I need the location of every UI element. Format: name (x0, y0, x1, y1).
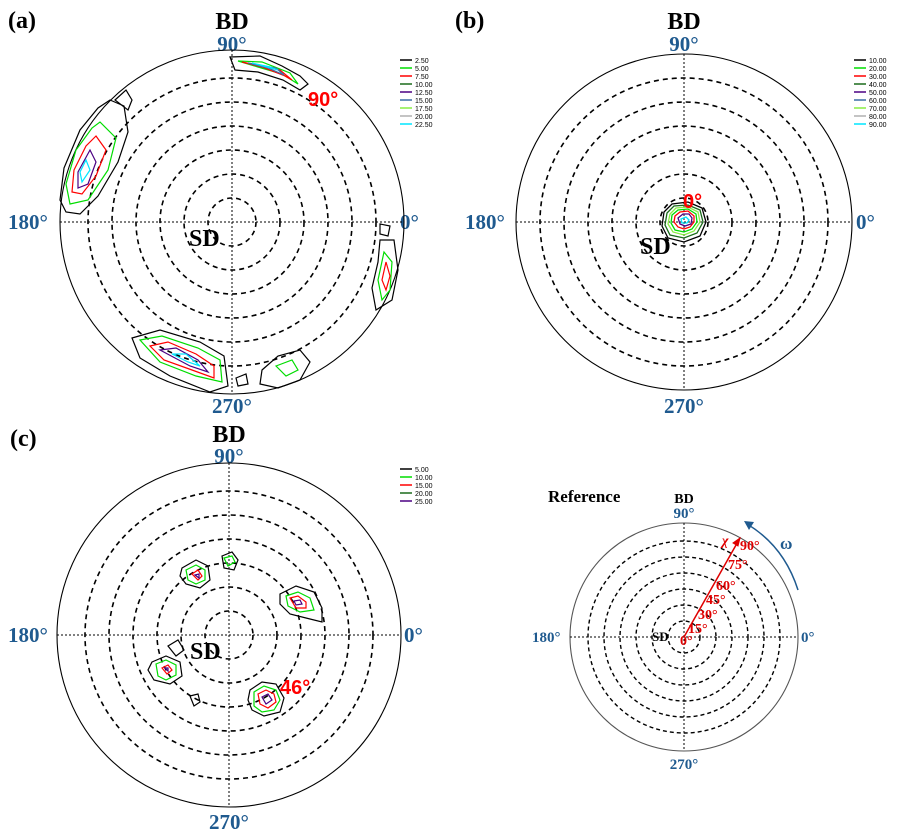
panel-a-legend: 2.50 5.00 7.50 10.00 12.50 15.00 17.50 2… (400, 58, 433, 129)
panel-b-legend-entry: 60.00 (869, 98, 887, 105)
panel-a-legend-entry: 22.50 (415, 122, 433, 129)
panel-a-legend-entry: 17.50 (415, 106, 433, 113)
reference-tilt-label: 15° (688, 622, 708, 637)
chi-symbol: χ (720, 534, 729, 549)
panel-a-angle-annotation: 90° (308, 89, 338, 111)
panel-c: (c) BD 90° 180° 0° 270° (8, 422, 433, 834)
panel-b-sd-label: SD (640, 234, 671, 260)
reference-tilt-label: 75° (728, 558, 748, 573)
panel-c-legend-entry: 25.00 (415, 499, 433, 506)
reference-tilt-label: 45° (706, 593, 726, 608)
panel-c-legend-entry: 5.00 (415, 467, 429, 474)
chi-arrow (683, 536, 741, 638)
panel-b-legend-entry: 40.00 (869, 82, 887, 89)
panel-a-bd-label: BD (215, 9, 248, 35)
panel-b-angle-annotation: 0° (683, 191, 702, 213)
panel-c-angle-0: 0° (404, 623, 423, 647)
panel-c-angle-annotation: 46° (280, 677, 310, 699)
panel-b-legend: 10.00 20.00 30.00 40.00 50.00 60.00 70.0… (854, 58, 887, 129)
panel-b-legend-entry: 70.00 (869, 106, 887, 113)
reference-sd-label: SD (652, 629, 669, 644)
panel-a-contours (59, 55, 399, 393)
panel-b-legend-entry: 20.00 (869, 66, 887, 73)
panel-c-contours (147, 551, 323, 717)
panel-c-legend: 5.00 10.00 15.00 20.00 25.00 (400, 467, 433, 506)
panel-c-legend-entry: 10.00 (415, 475, 433, 482)
reference-tilt-label: 90° (740, 539, 760, 554)
reference-tilt-label: 60° (716, 579, 736, 594)
panel-c-angle-180: 180° (8, 623, 48, 647)
panel-c-bd-label: BD (212, 422, 245, 448)
panel-b: (b) BD 90° 180° 0° 270° SD 0° (455, 8, 887, 418)
panel-a-legend-entry: 2.50 (415, 58, 429, 65)
panel-c-letter: (c) (10, 426, 37, 452)
panel-a: (a) BD 90° 180° 0° 270° (8, 8, 433, 418)
panel-b-legend-entry: 10.00 (869, 58, 887, 65)
panel-b-legend-entry: 80.00 (869, 114, 887, 121)
panel-b-letter: (b) (455, 8, 484, 34)
panel-a-legend-entry: 7.50 (415, 74, 429, 81)
reference-panel: Reference BD 90° 180° 0° 270° χ 0° 15° 3… (532, 487, 815, 773)
omega-arrow (744, 521, 799, 591)
panel-c-crosshair (57, 463, 401, 807)
panel-b-angle-90: 90° (669, 32, 698, 56)
panel-b-bd-label: BD (667, 9, 700, 35)
panel-a-crosshair (60, 50, 404, 394)
panel-a-legend-entry: 20.00 (415, 114, 433, 121)
panel-b-legend-entry: 90.00 (869, 122, 887, 129)
panel-a-sd-label: SD (189, 226, 220, 252)
panel-b-legend-entry: 50.00 (869, 90, 887, 97)
reference-bd-label: BD (674, 492, 693, 507)
panel-b-contours (661, 201, 707, 243)
panel-a-angle-90: 90° (217, 32, 246, 56)
panel-b-angle-180: 180° (465, 210, 505, 234)
panel-c-angle-270: 270° (209, 810, 249, 834)
reference-angle-0: 0° (801, 630, 815, 646)
panel-a-legend-entry: 15.00 (415, 98, 433, 105)
panel-a-legend-entry: 5.00 (415, 66, 429, 73)
reference-tilt-label: 30° (698, 608, 718, 623)
panel-a-letter: (a) (8, 8, 36, 34)
panel-a-angle-180: 180° (8, 210, 48, 234)
panel-a-angle-270: 270° (212, 394, 252, 418)
omega-symbol: ω (780, 534, 792, 553)
reference-angle-180: 180° (532, 630, 561, 646)
panel-c-legend-entry: 15.00 (415, 483, 433, 490)
panel-a-angle-0: 0° (400, 210, 419, 234)
reference-angle-270: 270° (670, 757, 699, 773)
reference-angle-90: 90° (674, 506, 695, 522)
panel-a-legend-entry: 12.50 (415, 90, 433, 97)
panel-a-legend-entry: 10.00 (415, 82, 433, 89)
panel-c-sd-label: SD (190, 639, 221, 665)
reference-title: Reference (548, 487, 621, 506)
panel-b-angle-270: 270° (664, 394, 704, 418)
panel-b-angle-0: 0° (856, 210, 875, 234)
panel-b-crosshair (516, 54, 852, 390)
reference-tilt-label: 0° (680, 634, 693, 649)
panel-b-legend-entry: 30.00 (869, 74, 887, 81)
panel-c-legend-entry: 20.00 (415, 491, 433, 498)
